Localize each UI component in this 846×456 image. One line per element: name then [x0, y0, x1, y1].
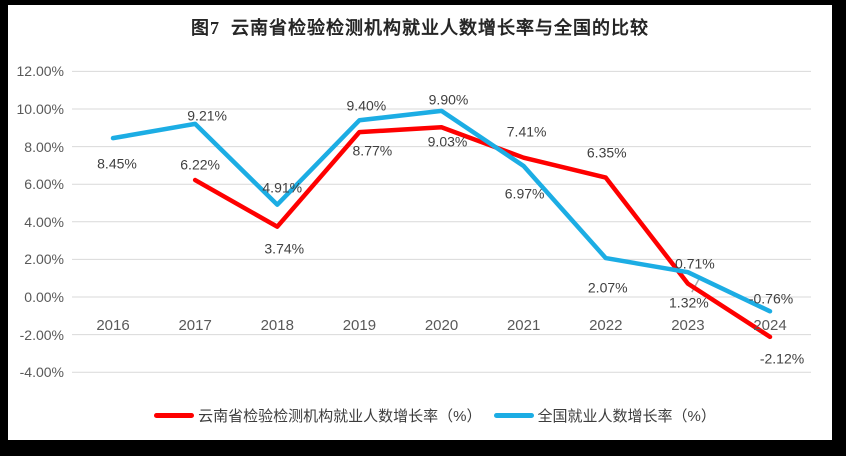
- y-axis-tick-label: 4.00%: [24, 213, 64, 230]
- data-label-leader-line: [691, 278, 700, 293]
- x-axis-category-label: 2019: [342, 317, 377, 334]
- y-axis-tick-label: -2.00%: [19, 326, 64, 343]
- chart-legend: 云南省检验检测机构就业人数增长率（%） 全国就业人数增长率（%）: [38, 404, 832, 426]
- x-axis-category-label: 2022: [589, 317, 623, 334]
- data-label: 0.71%: [675, 255, 715, 272]
- chart-panel: 图7 云南省检验检测机构就业人数增长率与全国的比较 12.00% 10.00% 8.…: [8, 5, 832, 440]
- legend-item-yunnan: 云南省检验检测机构就业人数增长率（%）: [154, 405, 482, 426]
- legend-line-swatch-red: [154, 412, 195, 418]
- data-label: 9.40%: [346, 97, 387, 114]
- x-axis-category-label: 2020: [424, 317, 459, 334]
- data-label: 7.41%: [506, 123, 547, 140]
- legend-line-swatch-blue: [493, 412, 534, 418]
- x-axis-category-label: 2016: [96, 317, 130, 334]
- y-axis-tick-label: 8.00%: [24, 138, 64, 155]
- series-line-national: [110, 108, 773, 314]
- data-label: 1.32%: [669, 294, 709, 311]
- y-axis-tick-label: 0.00%: [24, 289, 64, 305]
- data-label: 8.77%: [352, 142, 393, 159]
- x-axis-category-label: 2023: [671, 317, 705, 334]
- data-label: 4.91%: [262, 179, 303, 196]
- data-label: 6.22%: [180, 156, 220, 173]
- y-axis-tick-label: 6.00%: [24, 176, 64, 193]
- x-axis-category-label: 2021: [506, 317, 541, 334]
- data-label: 3.74%: [264, 240, 305, 257]
- chart-canvas: [72, 70, 811, 373]
- data-label: 6.35%: [586, 144, 627, 161]
- x-axis-category-label: 2017: [178, 317, 212, 334]
- data-label: 9.90%: [428, 91, 469, 108]
- y-axis-tick-label: -4.00%: [19, 364, 64, 381]
- legend-label: 云南省检验检测机构就业人数增长率（%）: [198, 407, 482, 425]
- legend-item-national: 全国就业人数增长率（%）: [493, 405, 716, 426]
- y-axis-tick-label: 12.00%: [16, 63, 64, 80]
- legend-label: 全国就业人数增长率（%）: [537, 407, 716, 425]
- chart-title: 图7 云南省检验检测机构就业人数增长率与全国的比较: [191, 18, 649, 38]
- data-label: 9.21%: [187, 107, 227, 124]
- x-axis-category-label: 2018: [260, 317, 294, 334]
- data-label: 2.07%: [587, 279, 628, 296]
- series-line-yunnan: [192, 124, 773, 340]
- x-axis-category-label: 2024: [753, 317, 787, 334]
- data-label: 9.03%: [427, 133, 468, 150]
- data-label: 6.97%: [504, 185, 545, 202]
- y-axis-tick-label: 2.00%: [24, 251, 64, 268]
- y-axis-tick-label: 10.00%: [16, 101, 64, 117]
- plot-area: 12.00% 10.00% 8.00% 6.00% 4.00% 2.00% 0.00% -2.…: [8, 5, 832, 440]
- data-label: 8.45%: [97, 155, 137, 172]
- data-label: -2.12%: [759, 350, 805, 367]
- data-label: -0.76%: [748, 290, 794, 307]
